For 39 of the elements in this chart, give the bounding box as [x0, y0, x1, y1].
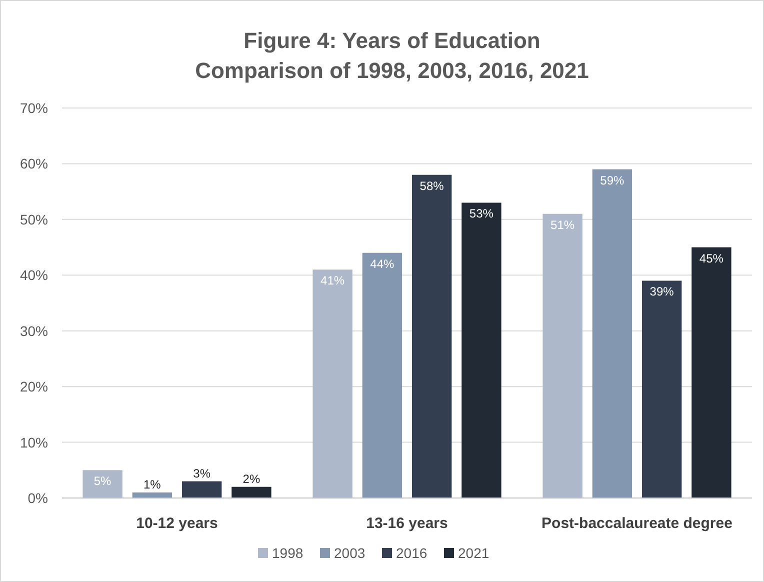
data-label: 44% [370, 256, 395, 271]
y-tick-label: 30% [20, 322, 48, 339]
data-label: 41% [320, 274, 345, 288]
bar [182, 481, 222, 498]
y-tick-label: 0% [28, 490, 48, 506]
data-label: 5% [94, 474, 112, 488]
data-label: 2% [242, 472, 260, 486]
bar [82, 470, 122, 498]
bar [362, 252, 402, 498]
legend-label: 1998 [272, 545, 304, 561]
x-tick-label: 13-16 years [366, 515, 448, 532]
data-label: 3% [193, 466, 211, 480]
y-tick-label: 60% [20, 156, 48, 172]
y-tick-label: 40% [20, 267, 48, 284]
legend-label: 2003 [334, 545, 366, 561]
data-label: 51% [550, 218, 575, 232]
legend-label: 2016 [396, 545, 428, 561]
bar [642, 280, 682, 498]
data-label: 58% [420, 178, 444, 193]
legend-label: 2021 [458, 545, 490, 561]
bar [312, 270, 352, 498]
data-label: 53% [469, 206, 494, 221]
y-tick-label: 20% [20, 378, 48, 395]
x-tick-label: 10-12 years [136, 515, 218, 532]
data-label: 1% [144, 477, 162, 492]
bar [692, 247, 732, 498]
data-label: 45% [699, 251, 724, 266]
data-label: 39% [650, 284, 674, 299]
bar [592, 169, 632, 498]
bar [462, 202, 502, 498]
x-tick-label: Post-baccalaureate degree [542, 515, 732, 532]
bar [542, 214, 582, 498]
y-tick-label: 70% [20, 100, 48, 116]
bar [232, 486, 272, 498]
y-tick-label: 50% [20, 211, 48, 228]
data-label: 59% [600, 173, 625, 188]
chart-title: Figure 4: Years of Education Comparison of 1998, 2003, 2016, 2021 [195, 28, 589, 83]
bar [412, 174, 452, 498]
y-tick-label: 10% [20, 434, 48, 450]
